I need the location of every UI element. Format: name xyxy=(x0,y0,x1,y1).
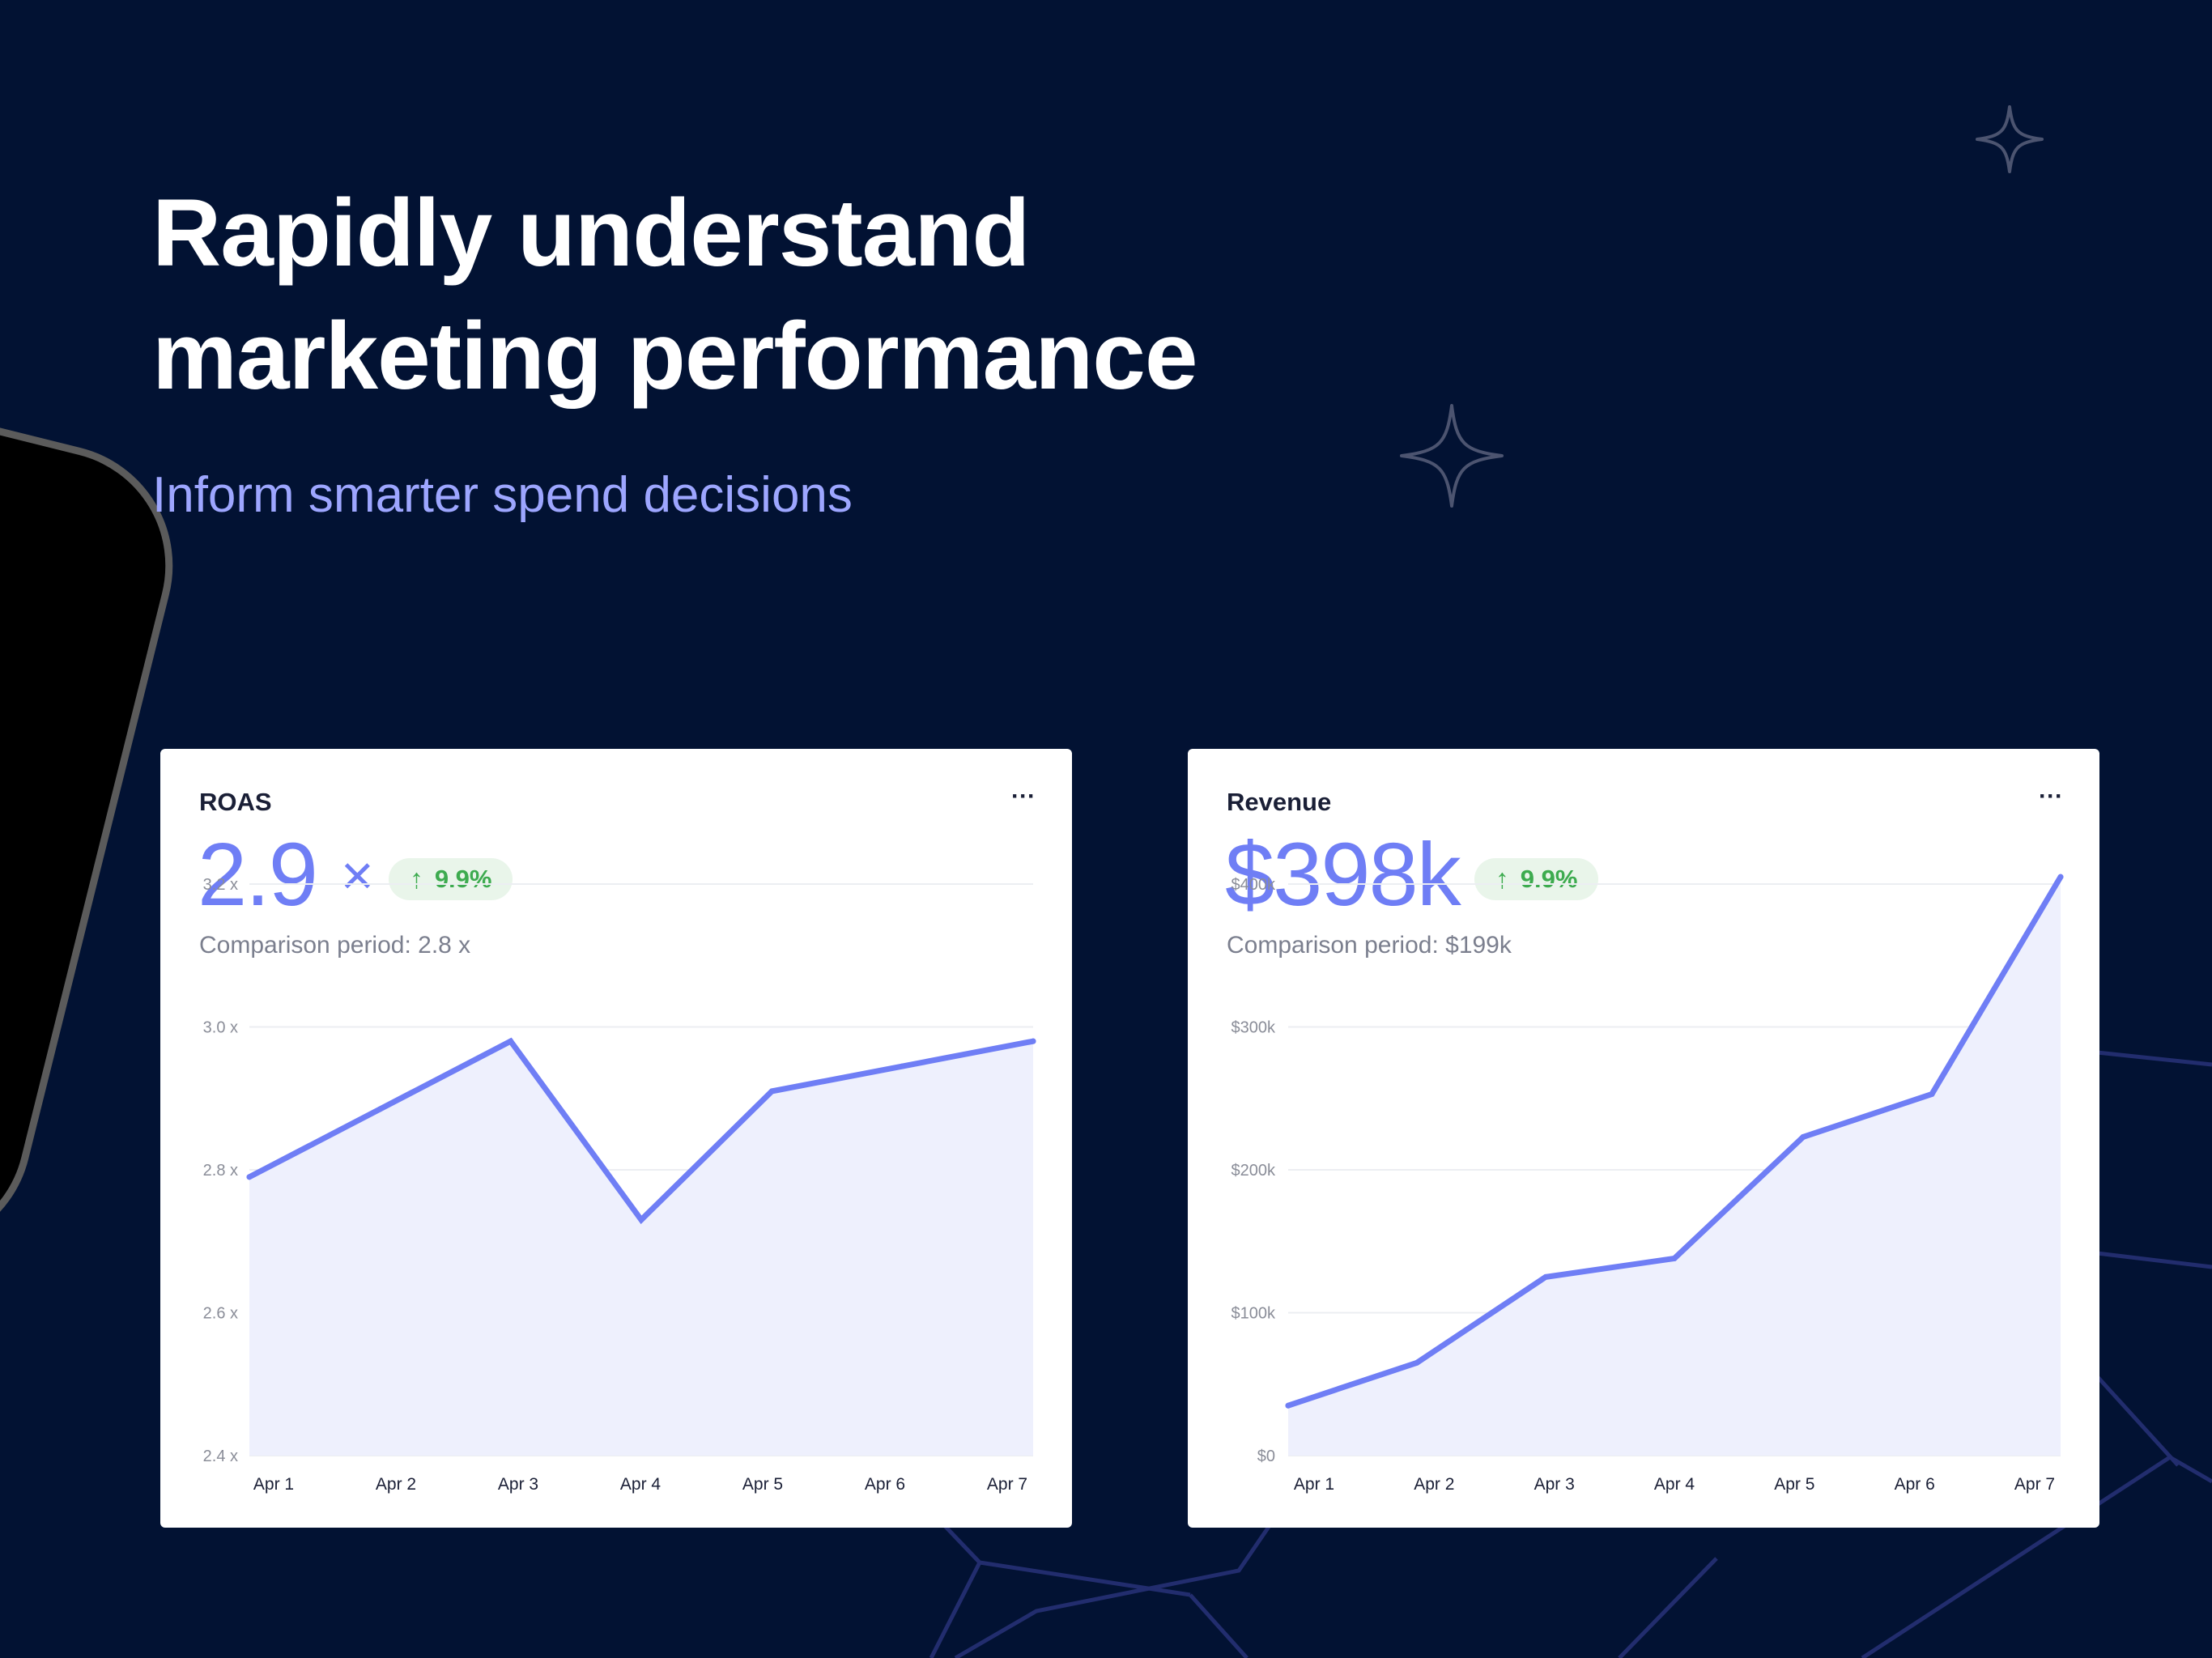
data-point xyxy=(900,1063,906,1069)
data-point xyxy=(508,1038,514,1044)
change-badge: ↑ 9.9% xyxy=(388,858,513,900)
x-tick-label: Apr 3 xyxy=(1534,1475,1575,1494)
data-point xyxy=(1800,1133,1806,1140)
comparison-text: Comparison period: $199k xyxy=(1227,932,1512,959)
y-tick-label: $400k xyxy=(1231,876,1276,894)
data-point xyxy=(1030,1038,1036,1044)
data-point xyxy=(768,1088,775,1095)
data-point xyxy=(638,1217,644,1223)
kpi-unit: × xyxy=(340,844,374,907)
headline: Rapidly understand marketing performance xyxy=(152,172,1198,418)
arrow-up-icon: ↑ xyxy=(1495,863,1509,895)
kpi-row: 2.9 × ↑ 9.9% xyxy=(198,827,513,924)
x-tick-label: Apr 5 xyxy=(1774,1475,1814,1494)
data-point xyxy=(1414,1359,1420,1366)
y-tick-label: $200k xyxy=(1231,1162,1276,1180)
more-horizontal-icon: ··· xyxy=(2039,783,2063,810)
y-tick-label: 2.8 x xyxy=(203,1162,238,1180)
x-tick-label: Apr 2 xyxy=(1414,1475,1454,1494)
roas-chart: 2.4 x 2.6 x 2.8 x 3.0 x 3.2 x Apr 1 Apr 2 Apr 3… xyxy=(203,876,1036,1494)
more-horizontal-icon: ··· xyxy=(1011,783,1036,810)
comparison-text: Comparison period: 2.8 x xyxy=(199,932,471,959)
y-tick-label: $100k xyxy=(1231,1305,1276,1323)
revenue-chart: $0 $100k $200k $300k $400k Apr 1 Apr 2 Apr 3 Apr… xyxy=(1231,874,2064,1494)
y-tick-label: 3.2 x xyxy=(203,876,238,894)
roas-card: ROAS ··· 2.9 × ↑ 9.9% Comparison period:… xyxy=(160,749,1072,1528)
more-options-button[interactable]: ··· xyxy=(1007,784,1040,809)
y-tick-label: $0 xyxy=(1257,1448,1275,1465)
sparkle-icon xyxy=(1976,105,2044,173)
headline-line-1: Rapidly understand xyxy=(152,180,1030,287)
data-point xyxy=(1671,1255,1678,1261)
data-point xyxy=(2057,874,2064,880)
y-tick-label: $300k xyxy=(1231,1019,1276,1037)
change-badge: ↑ 9.9% xyxy=(1474,858,1599,900)
sparkle-icon xyxy=(1400,404,1504,508)
arrow-up-icon: ↑ xyxy=(409,863,423,895)
x-tick-label: Apr 5 xyxy=(742,1475,783,1494)
data-point xyxy=(1929,1090,1935,1097)
data-point xyxy=(246,1174,253,1180)
headline-line-2: marketing performance xyxy=(152,303,1198,410)
x-tick-label: Apr 2 xyxy=(376,1475,416,1494)
area-fill xyxy=(1288,877,2061,1456)
y-tick-label: 2.6 x xyxy=(203,1305,238,1323)
data-point xyxy=(376,1106,383,1112)
area-fill xyxy=(249,1041,1033,1456)
x-tick-label: Apr 1 xyxy=(253,1475,294,1494)
x-tick-label: Apr 3 xyxy=(498,1475,538,1494)
x-tick-label: Apr 6 xyxy=(1895,1475,1935,1494)
x-tick-label: Apr 7 xyxy=(2014,1475,2055,1494)
y-tick-label: 3.0 x xyxy=(203,1019,238,1037)
x-tick-label: Apr 4 xyxy=(620,1475,661,1494)
x-tick-label: Apr 1 xyxy=(1294,1475,1334,1494)
x-tick-label: Apr 4 xyxy=(1654,1475,1695,1494)
x-tick-label: Apr 7 xyxy=(987,1475,1027,1494)
kpi-row: $398k ↑ 9.9% xyxy=(1225,825,1599,925)
card-title: ROAS xyxy=(199,788,272,816)
change-value: 9.9% xyxy=(434,865,492,893)
card-title: Revenue xyxy=(1227,788,1332,816)
subheadline: Inform smarter spend decisions xyxy=(152,467,853,523)
change-value: 9.9% xyxy=(1520,865,1578,893)
revenue-card: Revenue ··· $398k ↑ 9.9% Comparison peri… xyxy=(1188,749,2099,1528)
more-options-button[interactable]: ··· xyxy=(2035,784,2067,809)
data-point xyxy=(1285,1402,1291,1409)
x-tick-label: Apr 6 xyxy=(865,1475,905,1494)
data-point xyxy=(1542,1273,1549,1280)
kpi-value: 2.9 xyxy=(198,825,318,925)
kpi-value: $398k xyxy=(1225,825,1461,925)
y-tick-label: 2.4 x xyxy=(203,1448,238,1465)
